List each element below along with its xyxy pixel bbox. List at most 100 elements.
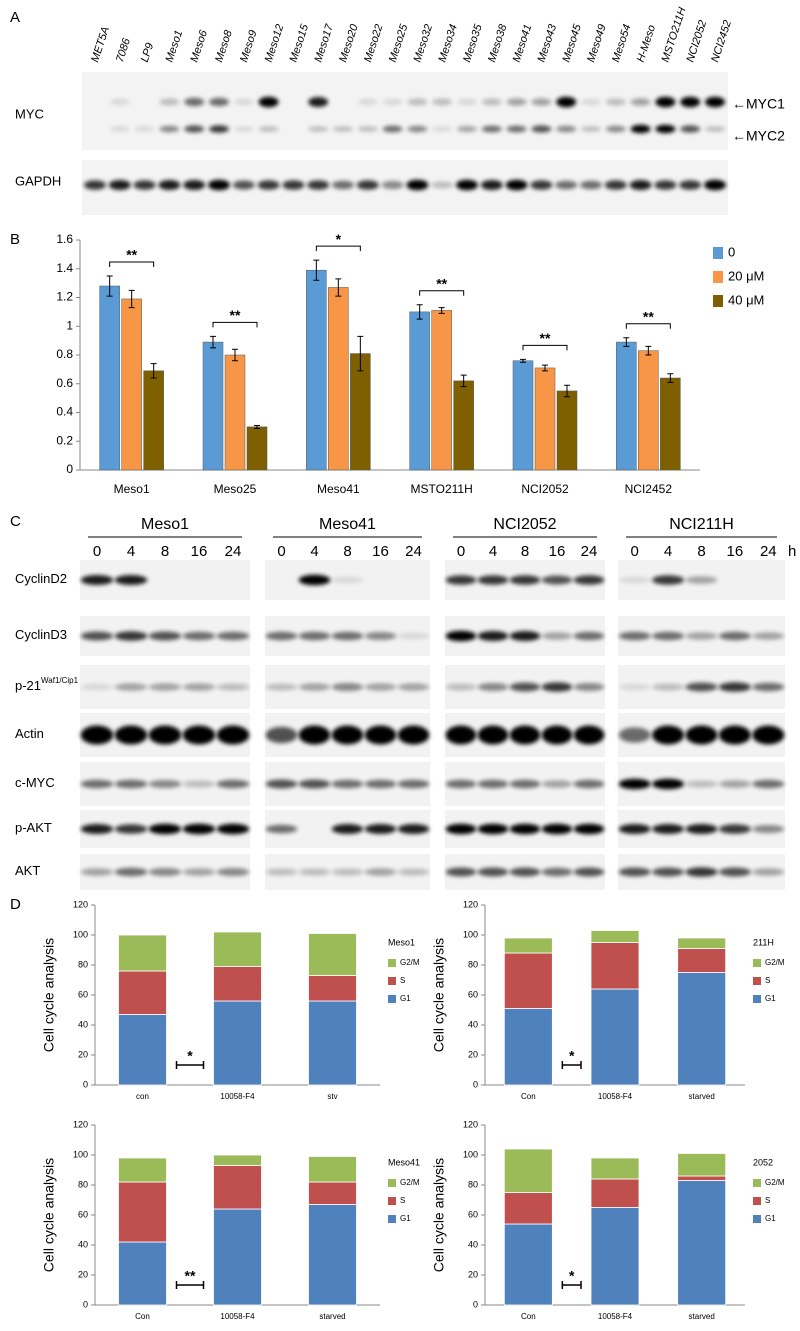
lane-label: NCI2452 (709, 19, 734, 64)
significance-bracket (315, 245, 361, 252)
bar-segment (308, 1181, 357, 1205)
error-bar (623, 337, 630, 347)
y-tick-label: 40 (78, 1019, 88, 1029)
blot-band (331, 725, 364, 745)
significance-label: ** (643, 308, 654, 324)
significance-label: ** (436, 275, 447, 291)
error-bar (128, 289, 135, 309)
bar-segment (503, 937, 553, 954)
blot-band (331, 779, 364, 789)
error-bar (232, 348, 238, 362)
bar-segment (213, 1000, 262, 1086)
blot-band (477, 823, 509, 835)
y-tick-label: 20 (78, 1049, 88, 1059)
blot-band (618, 867, 651, 877)
timepoint-label: 8 (697, 543, 705, 560)
blot-band (265, 824, 298, 834)
blot-band (182, 780, 216, 788)
blot-band (718, 867, 751, 877)
significance-label: ** (230, 307, 241, 323)
significance-bracket (212, 321, 258, 328)
blot-band (477, 779, 509, 789)
error-bar (357, 335, 364, 372)
blot-band (80, 575, 114, 585)
legend-swatch (388, 1197, 396, 1205)
timepoint-label: 8 (161, 543, 169, 560)
blot-band (581, 98, 601, 106)
blot-band (541, 780, 573, 788)
blot-band (331, 868, 364, 876)
lane-label: Meso1 (164, 29, 186, 64)
row-label: Actin (15, 726, 44, 741)
blot-band (184, 97, 205, 107)
blot-band (509, 682, 541, 692)
bar-segment (590, 942, 640, 990)
blot-band (509, 725, 541, 745)
blot-band (477, 683, 509, 691)
y-tick-label: 100 (73, 929, 88, 939)
timepoint-label: 4 (127, 543, 135, 560)
blot-band (555, 180, 578, 190)
bar-segment (213, 1208, 262, 1306)
blot-band (298, 779, 331, 789)
blot-band (80, 683, 114, 691)
blot-band (397, 868, 430, 876)
blot-band (406, 179, 429, 191)
blot-band (148, 631, 182, 641)
y-tick-label: 0.6 (56, 376, 73, 390)
blot-band (445, 779, 477, 789)
blot-band (530, 180, 553, 190)
x-tick-label: con (136, 1092, 149, 1101)
blot-band (655, 96, 676, 108)
bar-segment (503, 1192, 553, 1225)
blot-band (705, 96, 725, 108)
blot-band (630, 98, 651, 106)
panel-label: C (10, 513, 21, 530)
blot-band (182, 823, 216, 835)
blot-band (209, 125, 229, 133)
timepoint-label: 0 (93, 543, 101, 560)
significance-bracket (175, 1061, 205, 1069)
y-axis-label: Cell cycle analysis (431, 1158, 447, 1272)
x-tick-label: Con (135, 1312, 150, 1321)
blot-band (159, 98, 180, 106)
bar-segment (118, 1241, 167, 1306)
y-tick-label: 0 (83, 1299, 88, 1309)
blot-band (652, 725, 685, 745)
lane-label: Meso49 (585, 23, 609, 64)
legend-label: G2/M (400, 958, 420, 967)
blot-band (445, 823, 477, 835)
x-tick-label: 10058-F4 (220, 1312, 255, 1321)
blot-band (216, 823, 250, 835)
lane-label: Meso35 (461, 22, 485, 64)
x-tick-label: Meso41 (317, 482, 360, 496)
bar-segment (503, 952, 553, 1009)
bar-segment (590, 930, 640, 943)
blot-band (159, 125, 180, 133)
blot-band (573, 575, 605, 585)
blot-band (114, 824, 148, 834)
blot-band (718, 780, 751, 788)
blot-band (718, 631, 751, 641)
bar-segment (213, 931, 262, 967)
bar (202, 341, 224, 471)
bar-segment (503, 1223, 553, 1306)
row-label-text: AKT (15, 863, 40, 878)
bar-segment (308, 1000, 357, 1086)
lane-label: NCI2052 (684, 19, 709, 64)
y-tick-label: 60 (468, 1209, 478, 1219)
blot-band (182, 725, 216, 745)
blot-band (618, 824, 651, 834)
blot-band (752, 682, 785, 692)
blot-band (184, 125, 205, 133)
blot-band (752, 868, 785, 876)
y-tick-label: 60 (468, 989, 478, 999)
blot-band (397, 779, 430, 789)
x-tick-label: 10058-F4 (598, 1092, 633, 1101)
blot-band (509, 867, 541, 877)
blot-band (457, 98, 477, 106)
panel-label: B (10, 231, 20, 248)
blot-band (556, 125, 577, 133)
blot-band (752, 725, 785, 745)
legend-label: S (765, 1196, 770, 1205)
